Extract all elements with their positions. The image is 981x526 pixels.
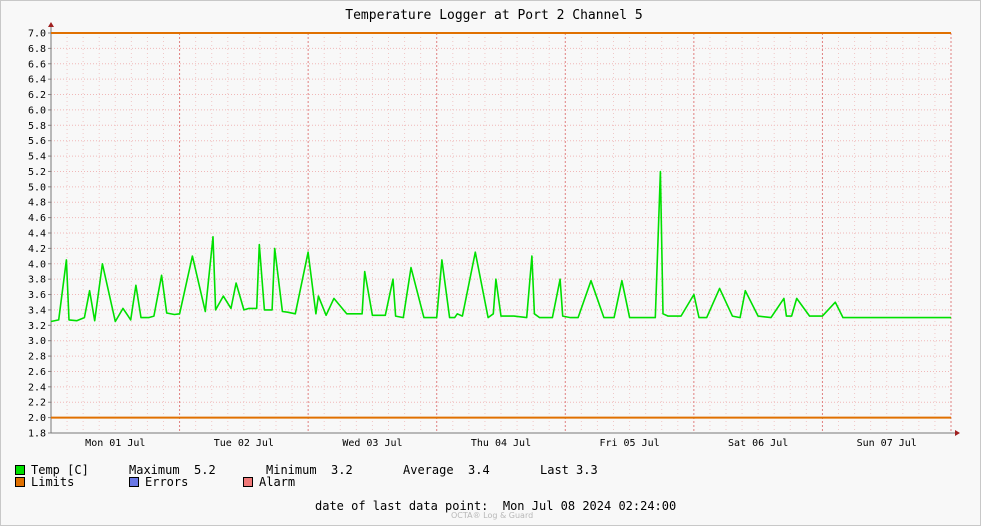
y-tick-labels: 7.0 6.8 6.6 6.4 6.2 6.0 5.8 5.6 5.4 5.2 5.0 4.8 4.6 4…	[28, 29, 46, 440]
y-tick-label: 5.6	[28, 136, 46, 147]
last-data-point: date of last data point: Mon Jul 08 2024…	[315, 499, 676, 513]
x-tick-label: Sat 06 Jul	[728, 438, 788, 449]
legend-temp-label: Temp [C]	[31, 463, 89, 477]
legend-max-label: Maximum	[129, 463, 180, 477]
x-tick-label: Sun 07 Jul	[857, 438, 917, 449]
y-tick-label: 5.2	[28, 167, 46, 178]
y-tick-label: 6.4	[28, 75, 46, 86]
temp-series-line	[50, 170, 951, 323]
last-data-point-label: date of last data point:	[315, 499, 489, 513]
y-tick-label: 3.8	[28, 275, 46, 286]
legend-avg-label: Average	[403, 463, 454, 477]
last-data-point-value: Mon Jul 08 2024 02:24:00	[502, 499, 677, 513]
x-tick-label: Mon 01 Jul	[85, 438, 145, 449]
y-tick-label: 2.0	[28, 413, 46, 424]
y-tick-label: 4.8	[28, 198, 46, 209]
y-tick-label: 2.2	[28, 398, 46, 409]
legend-avg-value: 3.4	[468, 463, 490, 477]
temp-swatch	[15, 465, 25, 475]
y-tick-label: 7.0	[28, 29, 46, 40]
legend-last-value: 3.3	[576, 463, 598, 477]
y-tick-label: 3.6	[28, 290, 46, 301]
axes	[48, 22, 960, 436]
y-axis-arrow	[48, 22, 54, 27]
legend-row-stats: Temp [C] Maximum 5.2 Minimum 3.2 Average 3.4 La…	[15, 463, 598, 477]
x-tick-labels: Mon 01 Jul Tue 02 Jul Wed 03 Jul Thu 04 Jul…	[85, 438, 917, 449]
legend-limits-label: Limits	[31, 475, 75, 489]
y-tick-label: 6.0	[28, 105, 46, 116]
y-tick-label: 4.6	[28, 213, 46, 224]
alarm-swatch	[243, 477, 253, 487]
errors-swatch	[129, 477, 139, 487]
y-tick-label: 2.8	[28, 352, 46, 363]
x-tick-label: Tue 02 Jul	[214, 438, 274, 449]
limit-lines	[51, 32, 951, 419]
legend-errors-label: Errors	[145, 475, 189, 489]
legend-row-flags: Limits Errors Alarm	[15, 475, 295, 489]
y-tick-label: 4.0	[28, 259, 46, 270]
y-tick-label: 6.2	[28, 90, 46, 101]
grid	[50, 32, 952, 434]
y-tick-label: 4.2	[28, 244, 46, 255]
series	[50, 170, 951, 323]
x-tick-label: Wed 03 Jul	[342, 438, 402, 449]
y-tick-label: 3.4	[28, 305, 46, 316]
x-axis-arrow	[955, 430, 960, 436]
y-tick-label: 1.8	[28, 429, 46, 440]
y-tick-label: 5.8	[28, 121, 46, 132]
legend-alarm-label: Alarm	[259, 475, 296, 489]
legend-max-value: 5.2	[194, 463, 216, 477]
y-tick-label: 3.0	[28, 336, 46, 347]
x-tick-label: Fri 05 Jul	[599, 438, 659, 449]
legend-min-label: Minimum	[266, 463, 317, 477]
y-tick-label: 2.6	[28, 367, 46, 378]
chart-title: Temperature Logger at Port 2 Channel 5	[345, 8, 642, 23]
y-tick-label: 2.4	[28, 382, 46, 393]
legend-last-label: Last	[540, 463, 569, 477]
y-tick-label: 5.4	[28, 152, 46, 163]
limits-swatch	[15, 477, 25, 487]
brand-watermark: OCTA® Log & Guard	[451, 511, 534, 520]
y-tick-label: 5.0	[28, 182, 46, 193]
y-tick-label: 6.6	[28, 59, 46, 70]
legend-min-value: 3.2	[331, 463, 353, 477]
y-tick-label: 3.2	[28, 321, 46, 332]
x-tick-label: Thu 04 Jul	[471, 438, 531, 449]
y-tick-label: 4.4	[28, 229, 46, 240]
y-tick-label: 6.8	[28, 44, 46, 55]
